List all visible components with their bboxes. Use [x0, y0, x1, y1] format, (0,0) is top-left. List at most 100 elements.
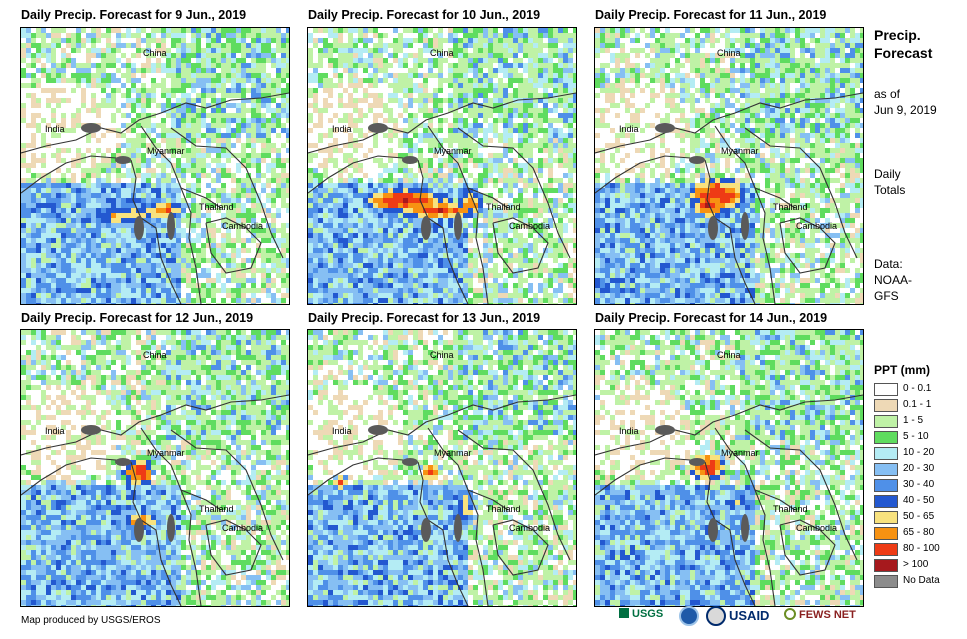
totals-label: Totals: [874, 183, 906, 197]
legend-title: PPT (mm): [874, 363, 931, 377]
no-data-area: [81, 123, 101, 133]
data-source-line2: GFS: [874, 289, 899, 303]
country-border: [457, 127, 571, 259]
no-data-area: [402, 458, 418, 466]
legend-label: 0 - 0.1: [903, 383, 932, 394]
legend-label: 65 - 80: [903, 527, 935, 538]
usgs-logo-text: USGS: [632, 608, 664, 620]
legend-swatch: [874, 383, 898, 396]
usaid-logo-text: USAID: [729, 608, 770, 623]
country-border: [417, 159, 469, 304]
legend-swatch: [874, 399, 898, 412]
country-border: [308, 92, 576, 154]
label-cambodia: Cambodia: [509, 523, 551, 533]
label-china: China: [717, 350, 741, 360]
legend-swatch: [874, 511, 898, 524]
country-border: [180, 489, 222, 511]
no-data-area: [134, 518, 144, 542]
legend-label: > 100: [903, 559, 929, 570]
label-myanmar: Myanmar: [721, 146, 759, 156]
label-myanmar: Myanmar: [147, 448, 185, 458]
forecast-map-3: China India Myanmar Thailand Cambodia: [594, 27, 864, 305]
label-india: India: [45, 426, 65, 436]
country-border: [308, 394, 576, 456]
country-border: [417, 461, 469, 606]
label-india: India: [619, 426, 639, 436]
credit-text: Map produced by USGS/EROS: [21, 615, 161, 626]
label-cambodia: Cambodia: [796, 523, 838, 533]
no-data-area: [454, 514, 462, 542]
label-china: China: [717, 48, 741, 58]
forecast-map-5: China India Myanmar Thailand Cambodia: [307, 329, 577, 607]
usaid-seal: [706, 606, 726, 626]
label-thailand: Thailand: [199, 202, 234, 212]
no-data-area: [421, 518, 431, 542]
country-border: [21, 394, 289, 456]
country-border: [467, 489, 509, 511]
label-india: India: [45, 124, 65, 134]
country-border: [779, 519, 836, 576]
no-data-area: [421, 216, 431, 240]
no-data-area: [115, 156, 131, 164]
sidebar-title-line1: Precip.: [874, 27, 921, 43]
country-border: [427, 427, 489, 606]
panel-title-3: Daily Precip. Forecast for 11 Jun., 2019: [595, 8, 827, 22]
country-border: [744, 429, 858, 561]
label-thailand: Thailand: [486, 202, 521, 212]
country-border: [779, 217, 836, 274]
country-border: [492, 519, 549, 576]
no-data-area: [689, 458, 705, 466]
sidebar-title-line2: Forecast: [874, 45, 933, 61]
no-data-area: [115, 458, 131, 466]
country-border: [21, 92, 289, 154]
label-thailand: Thailand: [773, 504, 808, 514]
label-thailand: Thailand: [486, 504, 521, 514]
label-china: China: [143, 350, 167, 360]
label-china: China: [143, 48, 167, 58]
panel-title-4: Daily Precip. Forecast for 12 Jun., 2019: [21, 311, 254, 325]
data-source-note: Data: NOAA- GFS: [874, 256, 912, 304]
country-border: [130, 461, 182, 606]
legend-swatch: [874, 559, 898, 572]
no-data-area: [134, 216, 144, 240]
label-cambodia: Cambodia: [222, 523, 264, 533]
no-data-area: [689, 156, 705, 164]
legend-swatch: [874, 415, 898, 428]
forecast-map-2: China India Myanmar Thailand Cambodia: [307, 27, 577, 305]
label-cambodia: Cambodia: [796, 221, 838, 231]
data-source-line1: NOAA-: [874, 273, 913, 287]
label-myanmar: Myanmar: [434, 146, 472, 156]
no-data-area: [655, 123, 675, 133]
country-border: [754, 187, 796, 209]
panel-title-1: Daily Precip. Forecast for 9 Jun., 2019: [21, 8, 247, 22]
legend-label: 50 - 65: [903, 511, 935, 522]
country-border: [492, 217, 549, 274]
no-data-area: [454, 212, 462, 240]
country-border: [457, 429, 571, 561]
country-border: [180, 187, 222, 209]
legend-swatch: [874, 463, 898, 476]
usaid-logo: USAID: [729, 608, 769, 623]
country-border: [754, 489, 796, 511]
country-border: [140, 427, 202, 606]
country-border: [140, 125, 202, 304]
legend-swatch: [874, 447, 898, 460]
country-border: [130, 159, 182, 304]
legend-label: 20 - 30: [903, 463, 935, 474]
no-data-area: [81, 425, 101, 435]
panel-title-2: Daily Precip. Forecast for 10 Jun., 2019: [308, 8, 541, 22]
legend-swatch: [874, 431, 898, 444]
no-data-area: [167, 212, 175, 240]
no-data-area: [708, 518, 718, 542]
legend-swatch: [874, 543, 898, 556]
no-data-area: [368, 123, 388, 133]
no-data-area: [368, 425, 388, 435]
noaa-logo: [679, 606, 699, 626]
label-india: India: [619, 124, 639, 134]
country-border: [714, 427, 776, 606]
legend-swatch: [874, 495, 898, 508]
legend-label: 30 - 40: [903, 479, 935, 490]
precip-raster: [595, 28, 863, 304]
country-border: [704, 461, 756, 606]
no-data-area: [167, 514, 175, 542]
